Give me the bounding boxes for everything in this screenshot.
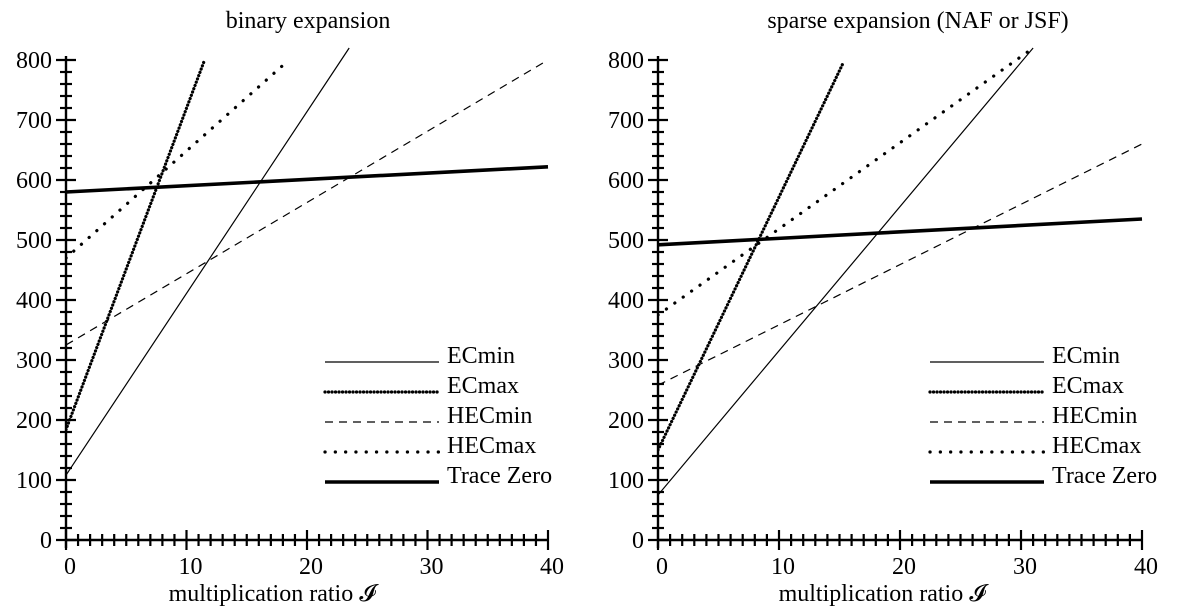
x-tick-label: 10 [771,554,795,580]
series-line-trace-zero [66,165,549,194]
y-tick-label: 300 [16,348,52,374]
y-tick-label: 800 [608,48,644,74]
y-tick-label: 600 [608,168,644,194]
series-line-hecmin [658,143,1143,386]
y-tick-label: 200 [608,408,644,434]
series-line-ecmin [658,47,1034,496]
legend: ECmin ECmax HECmin HECmax Trace Zero [928,343,1157,489]
y-tick-label: 800 [16,48,52,74]
y-tick-label: 500 [16,228,52,254]
chart-panel-1: binary expansion010020030040050060070080… [16,8,564,607]
x-tick-label: 30 [420,554,444,580]
series-line-ecmin [66,47,350,476]
legend-label: ECmin [447,343,515,369]
y-tick-label: 400 [16,288,52,314]
y-tick-label: 100 [16,468,52,494]
y-tick-label: 600 [16,168,52,194]
y-tick-label: 300 [608,348,644,374]
y-tick-label: 700 [608,108,644,134]
series-line-trace-zero [658,217,1143,247]
x-tick-label: 20 [299,554,323,580]
legend-label: Trace Zero [1052,463,1157,489]
legend-label: ECmax [1052,373,1124,399]
chart-title: binary expansion [226,8,391,34]
y-tick-label: 200 [16,408,52,434]
x-tick-label: 0 [64,554,76,580]
x-tick-label: 40 [540,554,564,580]
x-tick-label: 20 [892,554,916,580]
y-tick-label: 400 [608,288,644,314]
series-line-hecmax [66,58,291,260]
series-group [66,47,549,476]
legend-label: ECmin [1052,343,1120,369]
legend-label: HECmin [447,403,532,429]
y-tick-label: 500 [608,228,644,254]
legend-label: ECmax [447,373,519,399]
x-tick-label: 10 [179,554,203,580]
y-tick-label: 0 [632,528,644,554]
x-axis-label: multiplication ratio 𝓘 [779,581,990,607]
series-group [658,46,1143,496]
legend: ECmin ECmax HECmin HECmax Trace Zero [323,343,552,489]
legend-label: HECmax [447,433,536,459]
y-tick-label: 100 [608,468,644,494]
legend-label: HECmax [1052,433,1141,459]
legend-label: HECmin [1052,403,1137,429]
chart-title: sparse expansion (NAF or JSF) [767,8,1068,34]
legend-label: Trace Zero [447,463,552,489]
series-line-hecmin [66,59,549,346]
x-tick-label: 0 [656,554,668,580]
y-tick-label: 0 [40,528,52,554]
series-line-hecmax [658,46,1035,317]
chart-panel-2: sparse expansion (NAF or JSF)01002003004… [608,8,1158,607]
x-axis-label: multiplication ratio 𝓘 [169,581,380,607]
series-line-ecmax [658,61,845,452]
x-tick-label: 30 [1013,554,1037,580]
series-line-ecmax [66,58,207,432]
y-tick-label: 700 [16,108,52,134]
x-tick-label: 40 [1134,554,1158,580]
